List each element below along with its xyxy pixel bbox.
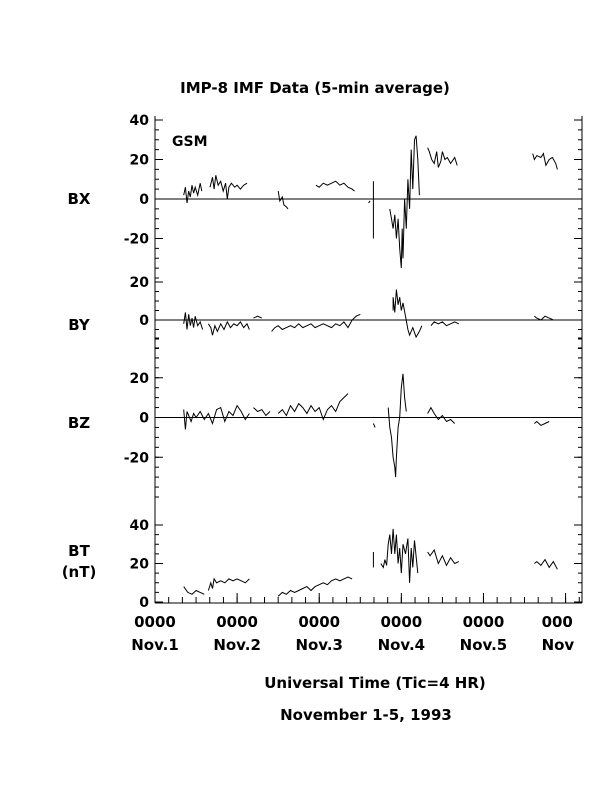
trace-bx: [183, 183, 203, 203]
y-tick-label-bx: 0: [139, 192, 149, 208]
panel-label-bz: BZ: [68, 414, 90, 432]
panel-bt: BT (nT) 40 20 0: [62, 518, 582, 611]
trace-by: [253, 315, 263, 319]
trace-by: [534, 315, 554, 321]
trace-bx: [315, 180, 355, 192]
trace-by: [207, 320, 250, 336]
trace-bt: [183, 586, 205, 595]
coordinate-system-label: GSM: [172, 134, 208, 150]
trace-bx: [277, 191, 289, 210]
panels: BX 40 20 0 -20 BY 20 0 BZ 20 0 -20 BT (nT) 40 20 0: [62, 113, 582, 611]
x-tick-time-label: 0000: [134, 613, 176, 631]
x-tick-date-label: Nov: [542, 636, 575, 654]
trace-bt: [427, 548, 460, 567]
panel-bz: BZ 20 0 -20: [68, 337, 582, 498]
x-tick-time-label: 0000: [380, 613, 422, 631]
trace-bt: [380, 528, 419, 583]
trace-bz: [253, 407, 271, 417]
trace-bz: [534, 420, 550, 426]
x-tick-date-label: Nov.5: [460, 636, 508, 654]
trace-bx: [209, 175, 248, 200]
panel-bx: BX 40 20 0 -20: [68, 113, 582, 279]
trace-bt: [534, 558, 558, 570]
trace-by: [430, 321, 460, 327]
trace-by: [183, 312, 204, 330]
y-tick-label-bx: -20: [124, 232, 150, 248]
y-tick-label-bz: 0: [139, 411, 149, 427]
trace-bt: [277, 576, 353, 597]
trace-bz: [183, 404, 250, 430]
panel-label-bt: BT: [68, 542, 90, 560]
y-tick-label-bt: 0: [139, 595, 149, 611]
trace-bx: [389, 135, 420, 269]
trace-bx: [427, 147, 458, 168]
x-tick-date-label: Nov.3: [295, 636, 343, 654]
x-tick-time-label: 000: [542, 613, 573, 631]
y-tick-label-bx: 20: [130, 153, 150, 169]
x-tick-date-label: Nov.4: [378, 636, 426, 654]
y-tick-label-bt: 20: [130, 557, 150, 573]
x-axis: 0000Nov.10000Nov.20000Nov.30000Nov.40000…: [131, 116, 583, 654]
trace-bz: [427, 406, 456, 424]
y-tick-label-by: 20: [130, 275, 150, 291]
trace-bx: [368, 200, 371, 204]
trace-bt: [207, 577, 250, 591]
trace-bz: [387, 373, 407, 478]
y-tick-label-bz: 20: [130, 371, 150, 387]
x-tick-time-label: 0000: [298, 613, 340, 631]
x-axis-label: Universal Time (Tic=4 HR): [264, 674, 485, 692]
y-tick-label-bt: 40: [130, 518, 150, 534]
y-tick-label-by: 0: [139, 313, 149, 329]
x-tick-date-label: Nov.2: [213, 636, 261, 654]
trace-by: [392, 289, 423, 339]
panel-label-bx: BX: [68, 190, 91, 208]
trace-bx: [532, 152, 558, 170]
chart-title: IMP-8 IMF Data (5-min average): [180, 79, 450, 97]
panel-by: BY 20 0: [68, 275, 582, 359]
panel-label-bt-unit: (nT): [62, 563, 97, 581]
x-tick-time-label: 0000: [463, 613, 505, 631]
x-tick-date-label: Nov.1: [131, 636, 179, 654]
trace-bz: [372, 423, 376, 428]
panel-label-by: BY: [68, 316, 91, 334]
trace-by: [271, 313, 361, 332]
y-tick-label-bx: 40: [130, 113, 150, 129]
x-tick-time-label: 0000: [216, 613, 258, 631]
trace-bz: [277, 393, 349, 421]
date-range-subtitle: November 1-5, 1993: [280, 706, 452, 724]
y-tick-label-bz: -20: [124, 450, 150, 466]
